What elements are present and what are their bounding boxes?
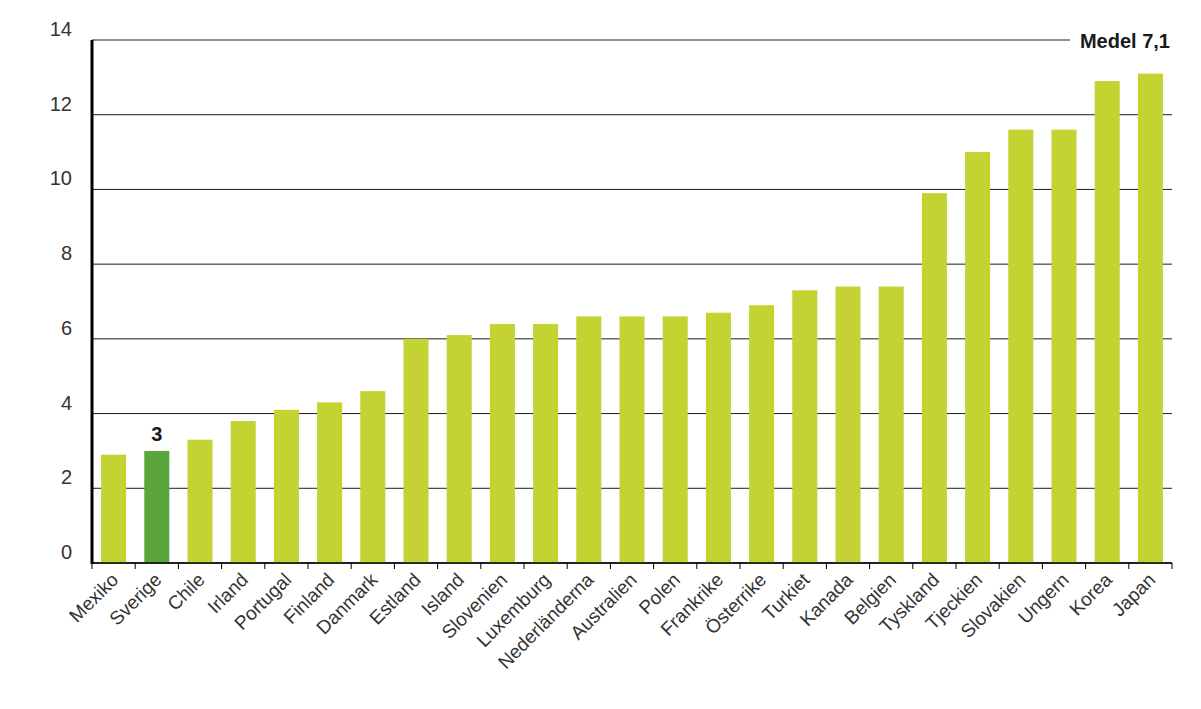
x-tick-label: Ungern	[1014, 569, 1073, 628]
data-label: 3	[151, 423, 162, 445]
x-tick-label: Australien	[566, 569, 641, 644]
x-tick-label: Portugal	[230, 569, 295, 634]
x-tick-label: Korea	[1065, 569, 1116, 620]
x-tick	[912, 563, 913, 569]
x-tick	[1128, 563, 1129, 569]
x-tick	[92, 563, 93, 569]
x-tick	[1042, 563, 1043, 569]
x-tick-label: Slovakien	[957, 569, 1030, 642]
bar	[1138, 74, 1163, 563]
y-tick-label: 4	[61, 392, 72, 414]
bar	[403, 339, 428, 563]
x-tick	[351, 563, 352, 569]
y-tick-label: 8	[61, 242, 72, 264]
bar	[101, 455, 126, 563]
bar	[835, 287, 860, 563]
grid-line	[92, 40, 1172, 41]
chart: 02468101214MexikoSverigeChileIrlandPortu…	[0, 0, 1201, 709]
annotation-bg	[1070, 28, 1174, 54]
x-tick	[480, 563, 481, 569]
bar	[1008, 130, 1033, 563]
bar	[619, 316, 644, 563]
x-tick	[437, 563, 438, 569]
bar	[490, 324, 515, 563]
bar	[187, 440, 212, 563]
annotation: Medel 7,1	[1080, 30, 1170, 52]
x-tick-label: Estland	[365, 569, 425, 629]
y-tick-label: 12	[50, 93, 72, 115]
y-axis	[91, 40, 94, 564]
bar	[706, 313, 731, 563]
bar	[792, 290, 817, 563]
bar	[447, 335, 472, 563]
bar	[965, 152, 990, 563]
y-tick-label: 2	[61, 466, 72, 488]
x-tick	[524, 563, 525, 569]
x-tick	[696, 563, 697, 569]
grid-line	[92, 563, 1172, 564]
x-tick-label: Danmark	[312, 569, 382, 639]
bar	[663, 316, 688, 563]
x-tick	[135, 563, 136, 569]
bar	[749, 305, 774, 563]
y-tick-label: 0	[61, 541, 72, 563]
grid-line	[92, 114, 1172, 115]
x-tick-label: Chile	[163, 569, 208, 614]
y-tick-label: 14	[50, 18, 72, 40]
x-tick	[869, 563, 870, 569]
bar	[231, 421, 256, 563]
x-tick	[653, 563, 654, 569]
bar	[274, 410, 299, 563]
x-tick	[394, 563, 395, 569]
x-tick	[956, 563, 957, 569]
x-tick	[1172, 563, 1173, 569]
bar	[144, 451, 169, 563]
x-tick	[999, 563, 1000, 569]
bar	[1051, 130, 1076, 563]
x-tick	[308, 563, 309, 569]
x-tick-label: Österrike	[701, 569, 770, 638]
x-tick	[1085, 563, 1086, 569]
bar	[317, 402, 342, 563]
y-tick-label: 6	[61, 317, 72, 339]
x-tick	[610, 563, 611, 569]
x-tick	[826, 563, 827, 569]
x-tick-label: Japan	[1108, 569, 1159, 620]
x-tick	[264, 563, 265, 569]
x-tick	[740, 563, 741, 569]
x-tick	[178, 563, 179, 569]
x-axis	[92, 562, 1172, 564]
x-tick	[567, 563, 568, 569]
bar	[360, 391, 385, 563]
bar	[879, 287, 904, 563]
bar	[1095, 81, 1120, 563]
x-tick	[783, 563, 784, 569]
bar	[533, 324, 558, 563]
y-tick-label: 10	[50, 167, 72, 189]
x-tick-label: Sverige	[105, 569, 165, 629]
x-tick	[221, 563, 222, 569]
bar	[922, 193, 947, 563]
bar	[576, 316, 601, 563]
